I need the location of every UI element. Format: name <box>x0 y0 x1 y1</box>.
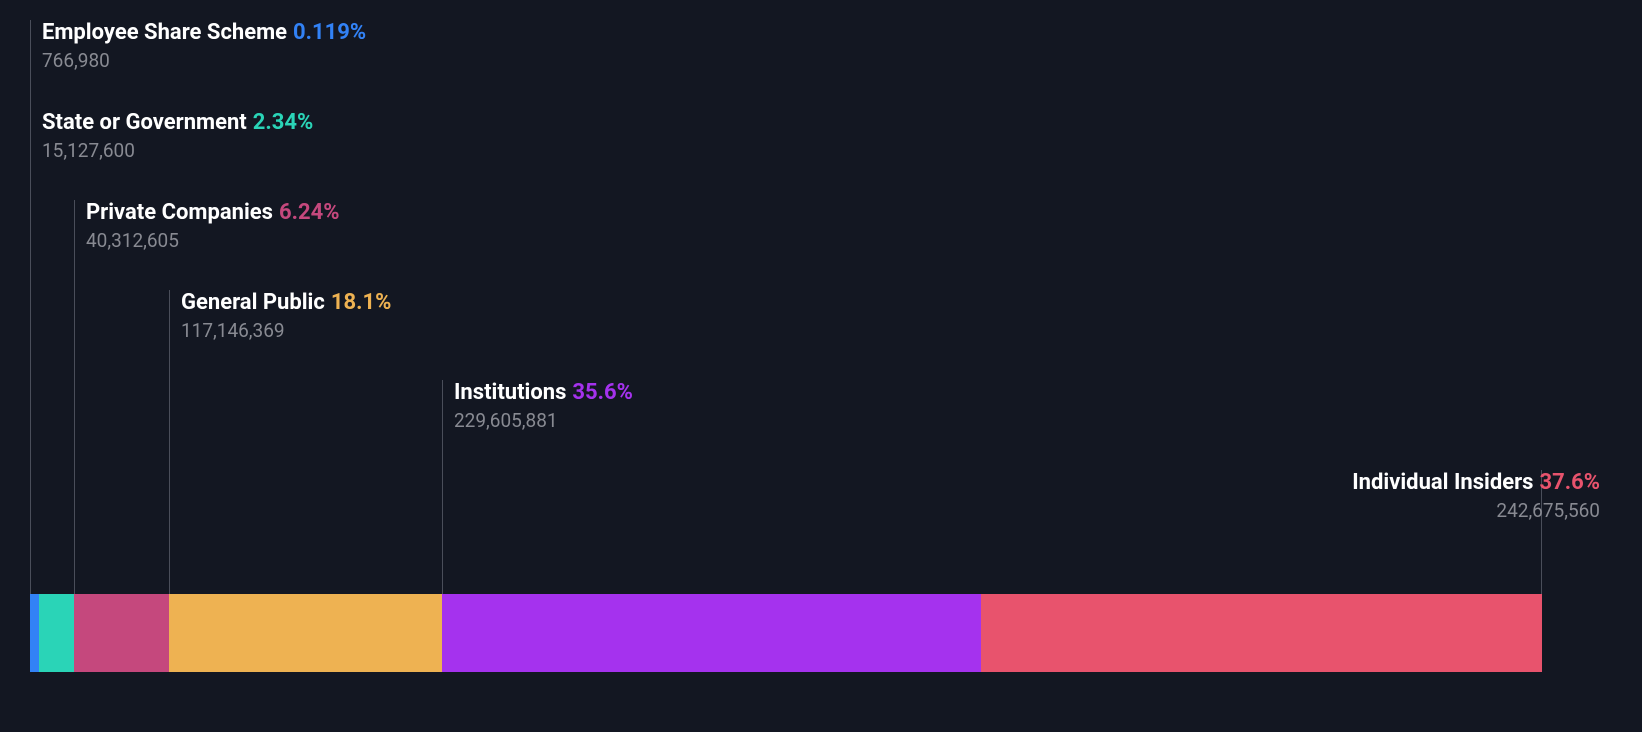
category-percent: 37.6% <box>1539 470 1600 495</box>
category-label: Institutions35.6% 229,605,881 <box>454 380 633 432</box>
category-name: Private Companies <box>86 200 273 225</box>
category-value: 40,312,605 <box>86 229 339 252</box>
category-name: Individual Insiders <box>1352 470 1533 495</box>
bar-segment[interactable] <box>39 594 74 672</box>
bar-segment[interactable] <box>169 594 443 672</box>
category-name: Employee Share Scheme <box>42 20 287 45</box>
category-percent: 18.1% <box>331 290 392 315</box>
category-value: 242,675,560 <box>1352 499 1600 522</box>
bar-segment[interactable] <box>442 594 980 672</box>
category-name: General Public <box>181 290 325 315</box>
category-percent: 2.34% <box>253 110 314 135</box>
category-label: General Public18.1% 117,146,369 <box>181 290 391 342</box>
category-value: 15,127,600 <box>42 139 313 162</box>
category-label: Private Companies6.24% 40,312,605 <box>86 200 339 252</box>
category-name: State or Government <box>42 110 247 135</box>
category-label: Individual Insiders37.6% 242,675,560 <box>1352 470 1600 522</box>
bar-segment[interactable] <box>30 594 39 672</box>
bar-segment[interactable] <box>74 594 168 672</box>
leader-line <box>169 290 170 594</box>
bar-segment[interactable] <box>981 594 1542 672</box>
category-percent: 35.6% <box>572 380 633 405</box>
ownership-bar <box>30 594 1542 672</box>
category-label: Employee Share Scheme0.119% 766,980 <box>42 20 366 72</box>
leader-line <box>442 380 443 594</box>
category-percent: 0.119% <box>293 20 366 45</box>
category-percent: 6.24% <box>279 200 340 225</box>
leader-line <box>74 200 75 594</box>
leader-line <box>30 110 31 594</box>
category-value: 229,605,881 <box>454 409 633 432</box>
category-value: 766,980 <box>42 49 366 72</box>
category-label: State or Government2.34% 15,127,600 <box>42 110 313 162</box>
category-name: Institutions <box>454 380 566 405</box>
category-value: 117,146,369 <box>181 319 391 342</box>
